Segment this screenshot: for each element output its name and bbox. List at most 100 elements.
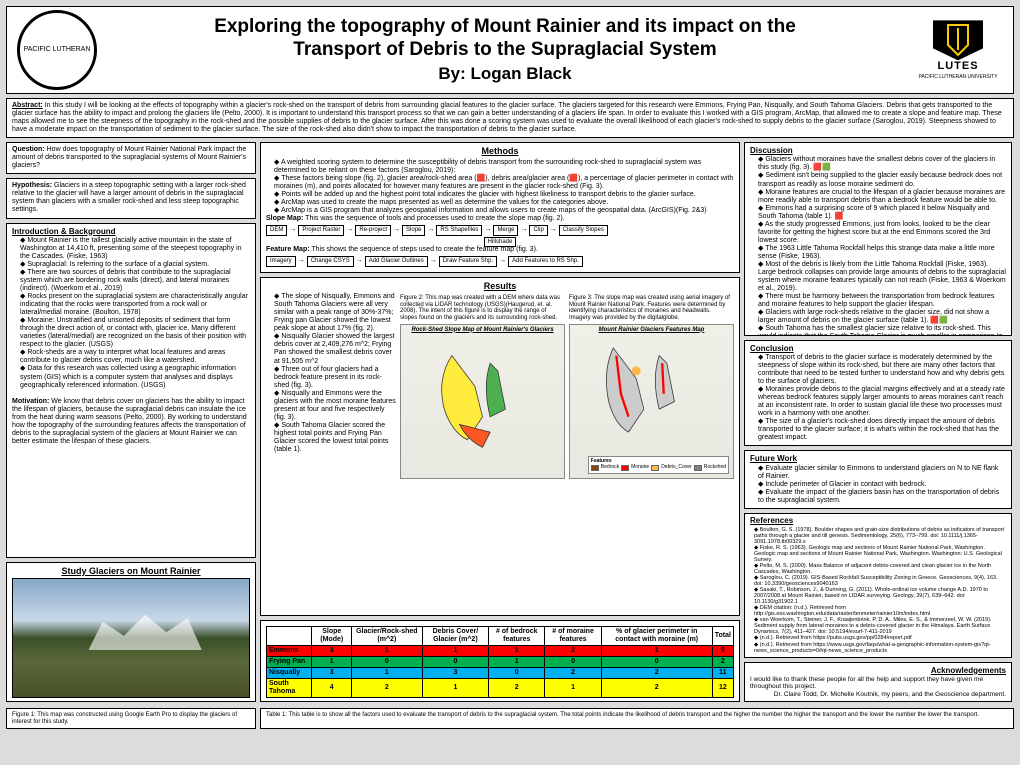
arrow-icon: → [484,226,491,234]
features-map: Mount Rainier Glaciers Features Map [569,324,734,479]
study-heading: Study Glaciers on Mount Rainier [12,566,250,576]
table-cell: 1 [489,645,545,656]
table-header: # of bedrock features [489,626,545,645]
ack-text: I would like to thank these people for a… [750,676,1006,691]
table-cell: Emmons [267,645,312,656]
list-item: There are two sources of debris that con… [20,269,250,293]
list-item: Rock-sheds are a way to interpret what l… [20,349,250,365]
table-header: Total [712,626,733,645]
list-item: Data for this research was collected usi… [20,365,250,389]
table-row: Frying Pan1001002 [267,657,734,668]
slope-map-text: This was the sequence of tools and proce… [305,215,565,222]
list-item: Nisqually Glacier showed the largest deb… [274,333,396,365]
table-cell: 0 [352,657,423,668]
arrow-icon: → [298,257,305,265]
feature-map-text: This shows the sequence of steps used to… [311,246,537,253]
table-row: Emmons3111219 [267,645,734,656]
list-item: Rocks present on the supraglacial system… [20,293,250,317]
fig3-caption: Figure 3: The slope map was created usin… [569,295,734,321]
table-header: Debris Cover/ Glacier (m^2) [422,626,488,645]
table-row: Nisqually31302211 [267,668,734,679]
swatch-icon [651,465,659,471]
list-item: Sediment isn't being supplied to the gla… [758,172,1006,188]
table-cell: 0 [422,657,488,668]
abstract-text: In this study I will be looking at the e… [12,102,1002,133]
conclusion-box: Conclusion Transport of debris to the gl… [744,340,1012,447]
features-map-svg [570,325,733,478]
methods-box: Methods A weighted scoring system to det… [260,142,740,273]
list-item: These factors being slope (fig. 2), glac… [274,175,734,191]
table-cell: 2 [489,679,545,698]
methods-list: A weighted scoring system to determine t… [266,159,734,215]
list-item: Moraines provide debris to the glacial m… [758,386,1006,418]
arrow-icon: → [393,226,400,234]
hypothesis-label: Hypothesis: [12,182,52,189]
intro-heading: Introduction & Background [12,227,250,236]
legend-item: Rockshed [694,465,726,471]
table-header: Glacier/Rock-shed (m^2) [352,626,423,645]
future-box: Future Work Evaluate glacier similar to … [744,450,1012,508]
list-item: Most of the debris is likely from the Li… [758,261,1006,293]
list-item: Moraine: Unstratified and unsorted depos… [20,317,250,349]
feature-map-label: Feature Map: [266,246,310,253]
flow-feature: Imagery→Change CSYS→Add Glacier Outlines… [266,256,734,267]
table-cell: 1 [601,645,712,656]
table-cell: 1 [312,657,352,668]
table-cell: 12 [712,679,733,698]
flow-step: Slope [402,225,425,236]
list-item: van Woerkom, T., Steiner, J. F., Kraaije… [754,617,1006,635]
table-cell: 3 [312,645,352,656]
table-cell: 2 [352,679,423,698]
shield-icon [933,20,983,60]
header: PACIFIC LUTHERAN Exploring the topograph… [6,6,1014,94]
flow-step: Imagery [266,256,296,267]
list-item: Supraglacial: Is referring to the surfac… [20,261,250,269]
list-item: Moraine features are crucial to the life… [758,189,1006,205]
list-item: There must be harmony between the transp… [758,293,1006,309]
flow-step: Change CSYS [307,256,354,267]
discussion-heading: Discussion [750,146,1006,155]
title-block: Exploring the topography of Mount Rainie… [97,16,913,84]
table-cell: 2 [712,657,733,668]
list-item: Boulton, G. S. (1978). Boulder shapes an… [754,527,1006,545]
lutes-text: LUTES [937,60,978,73]
list-item: Mount Rainier is the tallest glacially a… [20,237,250,261]
methods-heading: Methods [266,146,734,156]
flow-step: Add Glacier Outlines [365,256,428,267]
table-cell: 9 [712,645,733,656]
list-item: ArcMap was used to create the maps prese… [274,199,734,207]
arrow-icon: → [289,226,296,234]
swatch-icon [591,465,599,471]
legend-label: Rockshed [704,465,726,471]
flow-step: Add Features to RS Shp. [508,256,583,267]
references-box: References Boulton, G. S. (1978). Boulde… [744,513,1012,658]
table-box: Slope (Mode)Glacier/Rock-shed (m^2)Debri… [260,620,740,702]
ack-box: Acknowledgements I would like to thank t… [744,662,1012,703]
legend-item: Debris_Cover [651,465,692,471]
ack-heading: Acknowledgements [750,666,1006,675]
arrow-icon: → [520,226,527,234]
title-line1: Exploring the topography of Mount Rainie… [97,16,913,39]
list-item: Glaciers with large rock-sheds relative … [758,309,1006,325]
slope-map-label: Slope Map: [266,215,303,222]
list-item: DEM citation: (n.d.). Retrieved from htt… [754,605,1006,617]
flow-step: Clip [529,225,547,236]
abstract-label: Abstract: [12,102,43,109]
list-item: (n.d.). Retrieved from https://www.usgs.… [754,642,1006,654]
future-heading: Future Work [750,454,1006,463]
table-row: South Tahoma42121212 [267,679,734,698]
arrow-icon: → [550,226,557,234]
lutes-sub: PACIFIC LUTHERAN UNIVERSITY [918,74,997,80]
list-item: South Tahoma has the smallest glacier si… [758,325,1006,335]
table-cell: 1 [422,645,488,656]
results-list: The slope of Nisqually, Emmons and South… [266,293,396,478]
study-photo [12,578,250,698]
flow-slope: DEM→Project Raster→Re-project→Slope→RS S… [266,225,734,236]
table-cell: 1 [422,679,488,698]
flow-step: DEM [266,225,287,236]
table-cell: 4 [312,679,352,698]
arrow-icon: → [356,257,363,265]
legend-label: Debris_Cover [661,465,692,471]
hypothesis-box: Hypothesis: Glaciers in a steep topograp… [6,178,256,218]
list-item: The slope of Nisqually, Emmons and South… [274,293,396,333]
